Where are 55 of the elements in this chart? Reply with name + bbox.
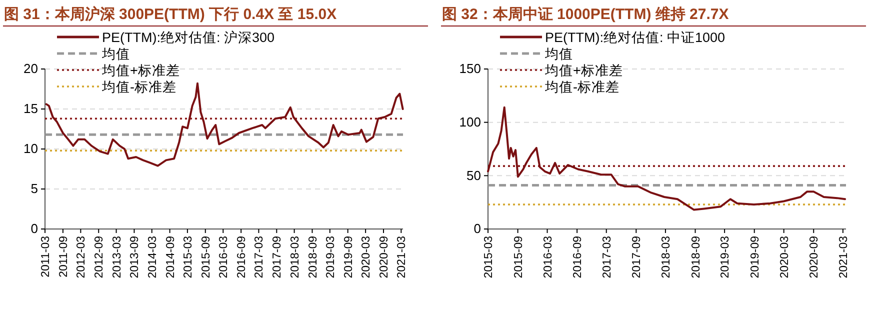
y-tick-label: 15 bbox=[24, 101, 38, 116]
x-tick-label: 2015-09 bbox=[200, 236, 212, 278]
x-tick-label: 2014-03 bbox=[146, 236, 159, 278]
x-tick-label: 2016-09 bbox=[572, 236, 584, 278]
x-tick-label: 2021-03 bbox=[396, 236, 408, 278]
legend-label: 均值 bbox=[101, 46, 130, 62]
y-tick-label: 5 bbox=[30, 181, 38, 196]
x-tick-label: 2011-03 bbox=[40, 236, 52, 278]
chart-title: 图 31：本周沪深 300PE(TTM) 下行 0.4X 至 15.0X bbox=[4, 5, 337, 23]
legend-label: 均值 bbox=[544, 46, 573, 62]
y-tick-label: 50 bbox=[466, 168, 481, 183]
x-tick-label: 2017-09 bbox=[272, 236, 284, 278]
x-tick-label: 2015-03 bbox=[483, 236, 496, 278]
x-tick-label: 2016-03 bbox=[218, 236, 230, 278]
line-series bbox=[45, 82, 404, 167]
x-tick-label: 2020-09 bbox=[808, 236, 821, 278]
x-tick-label: 2019-09 bbox=[342, 236, 355, 278]
y-tick-label: 10 bbox=[24, 141, 38, 156]
x-tick-label: 2020-03 bbox=[360, 236, 373, 278]
x-tick-label: 2016-03 bbox=[542, 236, 554, 278]
x-tick-label: 2018-09 bbox=[690, 236, 702, 278]
x-tick-label: 2013-03 bbox=[111, 236, 124, 278]
legend-label: 均值-标准差 bbox=[101, 79, 176, 94]
x-tick-label: 2017-03 bbox=[254, 236, 266, 278]
legend-label: PE(TTM):绝对估值: 沪深300 bbox=[102, 30, 275, 45]
y-tick-label: 150 bbox=[459, 61, 481, 76]
x-tick-label: 2017-03 bbox=[601, 236, 614, 278]
x-tick-label: 2013-09 bbox=[129, 236, 142, 278]
x-tick-label: 2019-03 bbox=[324, 236, 337, 278]
x-tick-label: 2014-09 bbox=[164, 236, 177, 278]
x-tick-label: 2018-03 bbox=[660, 236, 672, 278]
legend-label: 均值-标准差 bbox=[544, 79, 620, 94]
legend-label: 均值+标准差 bbox=[101, 62, 180, 78]
x-tick-label: 2011-09 bbox=[58, 236, 70, 278]
y-tick-label: 0 bbox=[474, 221, 481, 236]
x-tick-label: 2015-03 bbox=[182, 236, 194, 278]
x-tick-label: 2012-03 bbox=[76, 236, 88, 278]
y-tick-label: 20 bbox=[24, 61, 38, 76]
x-tick-label: 2019-03 bbox=[720, 236, 732, 278]
x-tick-label: 2018-09 bbox=[307, 236, 320, 278]
y-tick-label: 100 bbox=[459, 114, 481, 130]
x-tick-label: 2012-09 bbox=[94, 236, 106, 278]
x-tick-label: 2018-03 bbox=[289, 236, 302, 278]
x-tick-label: 2020-09 bbox=[378, 236, 391, 278]
x-tick-label: 2016-09 bbox=[236, 236, 248, 278]
x-tick-label: 2017-09 bbox=[631, 236, 644, 278]
x-tick-label: 2020-03 bbox=[778, 236, 791, 278]
y-tick-label: 0 bbox=[30, 221, 38, 236]
legend-label: 均值+标准差 bbox=[544, 62, 623, 78]
x-tick-label: 2015-09 bbox=[512, 236, 525, 278]
legend-label: PE(TTM):绝对估值: 中证1000 bbox=[545, 30, 726, 45]
x-tick-label: 2019-09 bbox=[749, 236, 762, 278]
x-tick-label: 2021-03 bbox=[838, 236, 850, 278]
line-series bbox=[487, 106, 846, 211]
chart-title: 图 32：本周中证 1000PE(TTM) 维持 27.7X bbox=[442, 5, 729, 23]
